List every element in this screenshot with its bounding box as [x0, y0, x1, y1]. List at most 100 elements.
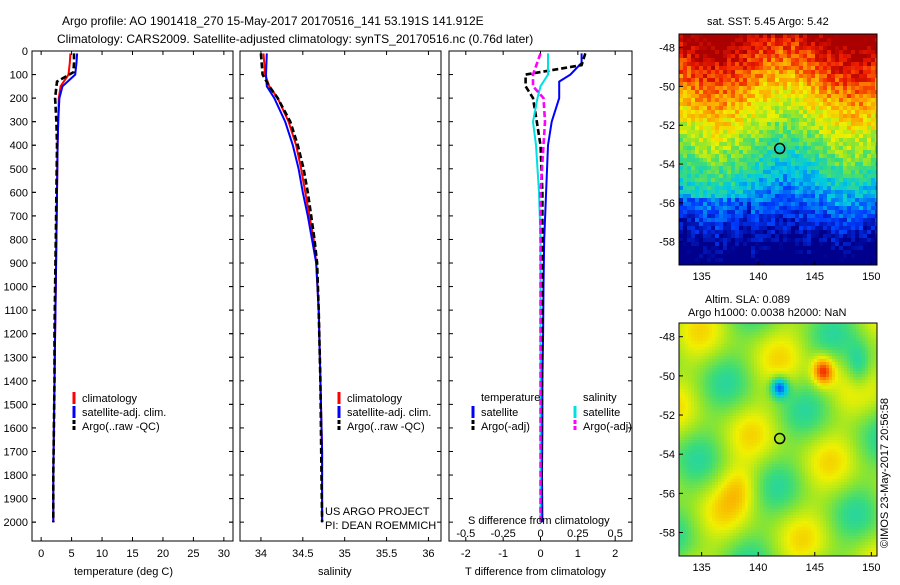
map-cell — [735, 138, 739, 142]
map-cell — [867, 38, 871, 42]
map-cell — [779, 170, 783, 174]
map-cell — [867, 194, 871, 198]
map-cell — [823, 190, 827, 194]
map-cell — [850, 362, 853, 365]
map-cell — [791, 190, 795, 194]
map-cell — [868, 332, 871, 335]
map-cell — [835, 246, 839, 250]
map-cell — [784, 401, 787, 404]
map-cell — [735, 74, 739, 78]
map-cell — [718, 353, 721, 356]
map-cell — [823, 347, 826, 350]
map-cell — [831, 74, 835, 78]
map-cell — [815, 38, 819, 42]
map-cell — [711, 134, 715, 138]
map-cell — [807, 110, 811, 114]
map-cell — [679, 50, 683, 54]
map-cell — [859, 344, 862, 347]
map-cell — [727, 62, 731, 66]
map-cell — [695, 66, 699, 70]
map-cell — [688, 350, 691, 353]
map-cell — [838, 386, 841, 389]
map-cell — [855, 162, 859, 166]
x-tick-label: 25 — [187, 548, 199, 560]
map-cell — [747, 186, 751, 190]
map-cell — [859, 162, 863, 166]
map-cell — [679, 329, 682, 332]
map-cell — [807, 178, 811, 182]
map-cell — [723, 110, 727, 114]
map-cell — [736, 395, 739, 398]
map-cell — [823, 74, 827, 78]
map-cell — [843, 194, 847, 198]
map-cell — [871, 338, 874, 341]
map-cell — [711, 170, 715, 174]
map-cell — [771, 258, 775, 262]
map-cell — [703, 194, 707, 198]
map-cell — [748, 359, 751, 362]
map-cell — [730, 365, 733, 368]
map-cell — [759, 154, 763, 158]
map-cell — [727, 214, 731, 218]
map-cell — [727, 74, 731, 78]
map-cell — [793, 392, 796, 395]
map-cell — [862, 332, 865, 335]
map-cell — [771, 250, 775, 254]
map-cell — [679, 166, 683, 170]
map-cell — [775, 374, 778, 377]
map-cell — [799, 170, 803, 174]
map-cell — [779, 178, 783, 182]
map-cell — [851, 34, 855, 38]
map-cell — [688, 356, 691, 359]
map-cell — [815, 254, 819, 258]
map-cell — [772, 341, 775, 344]
map-cell — [683, 62, 687, 66]
map-cell — [811, 250, 815, 254]
map-cell — [759, 114, 763, 118]
map-cell — [775, 134, 779, 138]
map-cell — [862, 371, 865, 374]
map-cell — [691, 122, 695, 126]
map-cell — [787, 356, 790, 359]
map-cell — [835, 234, 839, 238]
map-cell — [796, 323, 799, 326]
map-cell — [863, 58, 867, 62]
map-cell — [843, 58, 847, 62]
map-cell — [855, 250, 859, 254]
map-cell — [767, 46, 771, 50]
map-cell — [703, 54, 707, 58]
map-cell — [700, 338, 703, 341]
map-cell — [814, 386, 817, 389]
map-cell — [783, 178, 787, 182]
map-cell — [787, 344, 790, 347]
map-cell — [707, 190, 711, 194]
map-cell — [847, 238, 851, 242]
map-cell — [838, 374, 841, 377]
map-cell — [707, 178, 711, 182]
depth-tick-label: 1500 — [4, 399, 28, 411]
map-cell — [703, 371, 706, 374]
map-cell — [743, 254, 747, 258]
map-cell — [820, 389, 823, 392]
map-cell — [772, 344, 775, 347]
map-cell — [757, 329, 760, 332]
map-cell — [787, 335, 790, 338]
map-cell — [736, 353, 739, 356]
map-cell — [835, 186, 839, 190]
map-cell — [843, 226, 847, 230]
map-cell — [793, 380, 796, 383]
sla-map-title-line1: Altim. SLA: 0.089 — [705, 294, 790, 306]
map-cell — [787, 158, 791, 162]
map-cell — [691, 262, 695, 266]
map-cell — [723, 114, 727, 118]
map-cell — [751, 383, 754, 386]
map-cell — [727, 182, 731, 186]
map-cell — [844, 371, 847, 374]
map-cell — [835, 46, 839, 50]
s-tick-label: 0 — [537, 528, 543, 540]
map-cell — [739, 362, 742, 365]
map-cell — [679, 226, 683, 230]
map-cell — [839, 162, 843, 166]
map-cell — [859, 242, 863, 246]
map-cell — [799, 371, 802, 374]
